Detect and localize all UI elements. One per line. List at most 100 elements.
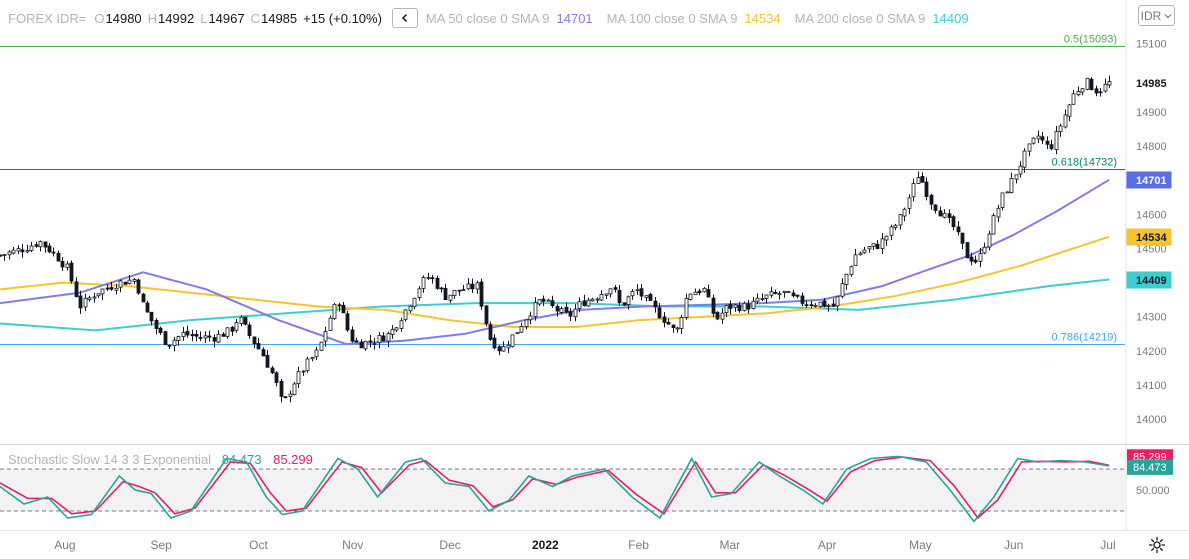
candle [430,274,435,284]
candle [1071,90,1076,105]
candle [475,280,480,294]
candle-body [715,311,720,320]
candle-body [457,289,462,292]
candle-body [773,292,778,294]
candle-body [74,281,79,298]
candle [506,340,511,354]
chart-legend: FOREX IDR= O 14980 H 14992 L 14967 C 14985 +… [8,8,983,28]
candle [657,302,662,319]
fib-label-2: 0.786(14219) [1052,332,1117,344]
candle [653,297,658,313]
candle [96,293,101,298]
candle-body [550,300,555,307]
candle-body [461,289,466,291]
candle-body [577,301,582,309]
ma50-label[interactable]: MA 50 close 0 SMA 9 [425,10,550,26]
candle-body [844,273,849,285]
candle [243,316,248,326]
price-tick-11: 15100 [1136,39,1167,51]
candle-body [51,251,56,254]
candle [720,308,725,324]
candle [1080,87,1085,96]
candle [907,194,912,215]
ohlc-close-value: 14985 [260,10,298,26]
candle [617,284,622,306]
candle-body [1080,88,1085,93]
candle-body [501,346,506,352]
candle-body [648,293,653,301]
candle-body [996,207,1001,218]
candle-body [296,371,301,385]
candle [773,289,778,295]
candle [2,254,7,261]
candle [568,308,573,322]
candle [947,209,952,224]
time-tick-5: 2022 [532,538,559,552]
currency-select-button[interactable]: IDR [1138,5,1175,26]
candle-body [87,297,92,300]
candle [20,244,25,258]
ma100-label[interactable]: MA 100 close 0 SMA 9 [606,10,738,26]
candle-body [225,327,230,337]
symbol-label: FOREX IDR= [8,10,87,26]
candle-body [586,299,591,307]
price-badge-label-1: 14701 [1136,175,1167,187]
gear-icon[interactable] [1148,536,1166,554]
candle-body [123,281,128,285]
candle [1036,130,1041,144]
stochastic-k-value: 84.473 [221,452,262,467]
candle-body [849,266,854,276]
candle [662,311,667,328]
candle-body [323,331,328,342]
candle-body [417,288,422,298]
candle [858,251,863,256]
candle-body [644,295,649,298]
time-tick-1: Sep [150,538,172,552]
collapse-legend-button[interactable] [391,8,418,28]
candle-body [1054,131,1059,150]
candle-body [132,279,137,282]
stochastic-name[interactable]: Stochastic Slow 14 3 3 Exponential [8,452,212,467]
candle-body [1009,177,1014,194]
candle-body [902,208,907,217]
candle [884,235,889,246]
candle-body [443,287,448,301]
candle [386,331,391,348]
currency-label: IDR [1140,8,1162,23]
moving-average-lines [0,178,1110,346]
candle-body [172,339,177,347]
candle-body [573,308,578,318]
candle [435,275,440,290]
candle [862,246,867,254]
candle-body [898,214,903,226]
candle [728,300,733,315]
candle [185,325,190,338]
candle [555,304,560,317]
candle-body [604,293,609,296]
candle [826,303,831,312]
price-tick-1: 14100 [1136,380,1167,392]
ma100-value: 14534 [744,10,781,26]
candle [252,336,257,349]
candle-body [791,292,796,297]
candle [577,297,582,313]
candle [247,322,252,339]
candle [697,288,702,296]
candle [875,240,880,250]
candle-body [118,280,123,288]
candle [78,290,83,314]
candle-body [167,344,172,347]
candle [319,341,324,352]
candle [1000,192,1005,211]
candle-body [626,296,631,305]
candle-body [314,349,319,358]
candle [840,278,845,299]
ma200-label[interactable]: MA 200 close 0 SMA 9 [794,10,926,26]
candle-body [1071,93,1076,105]
candle [7,250,12,260]
candle-body [408,305,413,312]
ma100-line [0,235,1110,328]
chevron-left-icon [401,13,407,23]
candle [488,321,493,341]
